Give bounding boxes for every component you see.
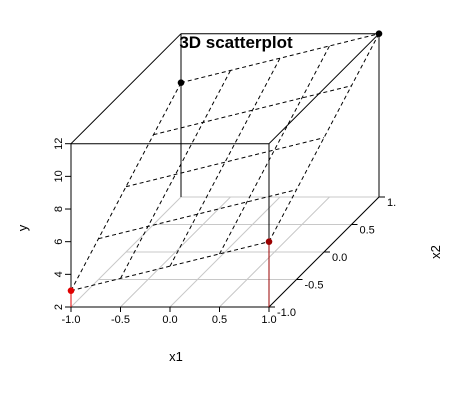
z-tick-label: -0.5 <box>305 280 324 292</box>
z-tick-label: 1. <box>387 197 396 209</box>
x-tick-label: 1.0 <box>261 314 276 326</box>
y-axis-label: y <box>15 224 30 231</box>
plane-line <box>125 137 325 188</box>
z-tick-label: 0.0 <box>332 252 347 264</box>
data-point <box>265 238 273 245</box>
box-edge <box>70 33 182 145</box>
y-tick-label: 12 <box>53 138 65 150</box>
data-point <box>375 30 383 37</box>
x-tick-label: 0.5 <box>212 314 227 326</box>
plane-line <box>120 70 231 279</box>
plane-line <box>70 82 182 291</box>
plane-line <box>153 85 352 136</box>
x-tick-label: -1.0 <box>62 314 81 326</box>
plane-line <box>169 57 281 267</box>
data-point <box>177 79 185 86</box>
data-points <box>67 30 383 307</box>
y-tick-label: 8 <box>53 206 65 212</box>
z-tick-label: 0.5 <box>360 225 375 237</box>
box-edge <box>268 33 380 145</box>
y-tick-label: 2 <box>53 304 65 310</box>
x-tick-label: 0.0 <box>162 314 177 326</box>
y-tick-label: 10 <box>53 170 65 182</box>
regression-plane <box>70 33 380 292</box>
z-axis-label: x2 <box>428 245 443 259</box>
x-tick-label: -0.5 <box>111 314 130 326</box>
z-tick-label: -1.0 <box>277 307 296 319</box>
bounding-box <box>70 33 380 308</box>
x-axis-label: x1 <box>169 349 183 364</box>
data-point <box>67 287 75 294</box>
y-tick-label: 6 <box>53 239 65 245</box>
plane-line <box>268 33 380 242</box>
chart-title: 3D scatterplot <box>179 33 293 52</box>
floor-grid-line <box>219 196 330 308</box>
plane-line <box>219 45 330 255</box>
y-tick-label: 4 <box>53 271 65 277</box>
plane-line <box>180 33 380 84</box>
